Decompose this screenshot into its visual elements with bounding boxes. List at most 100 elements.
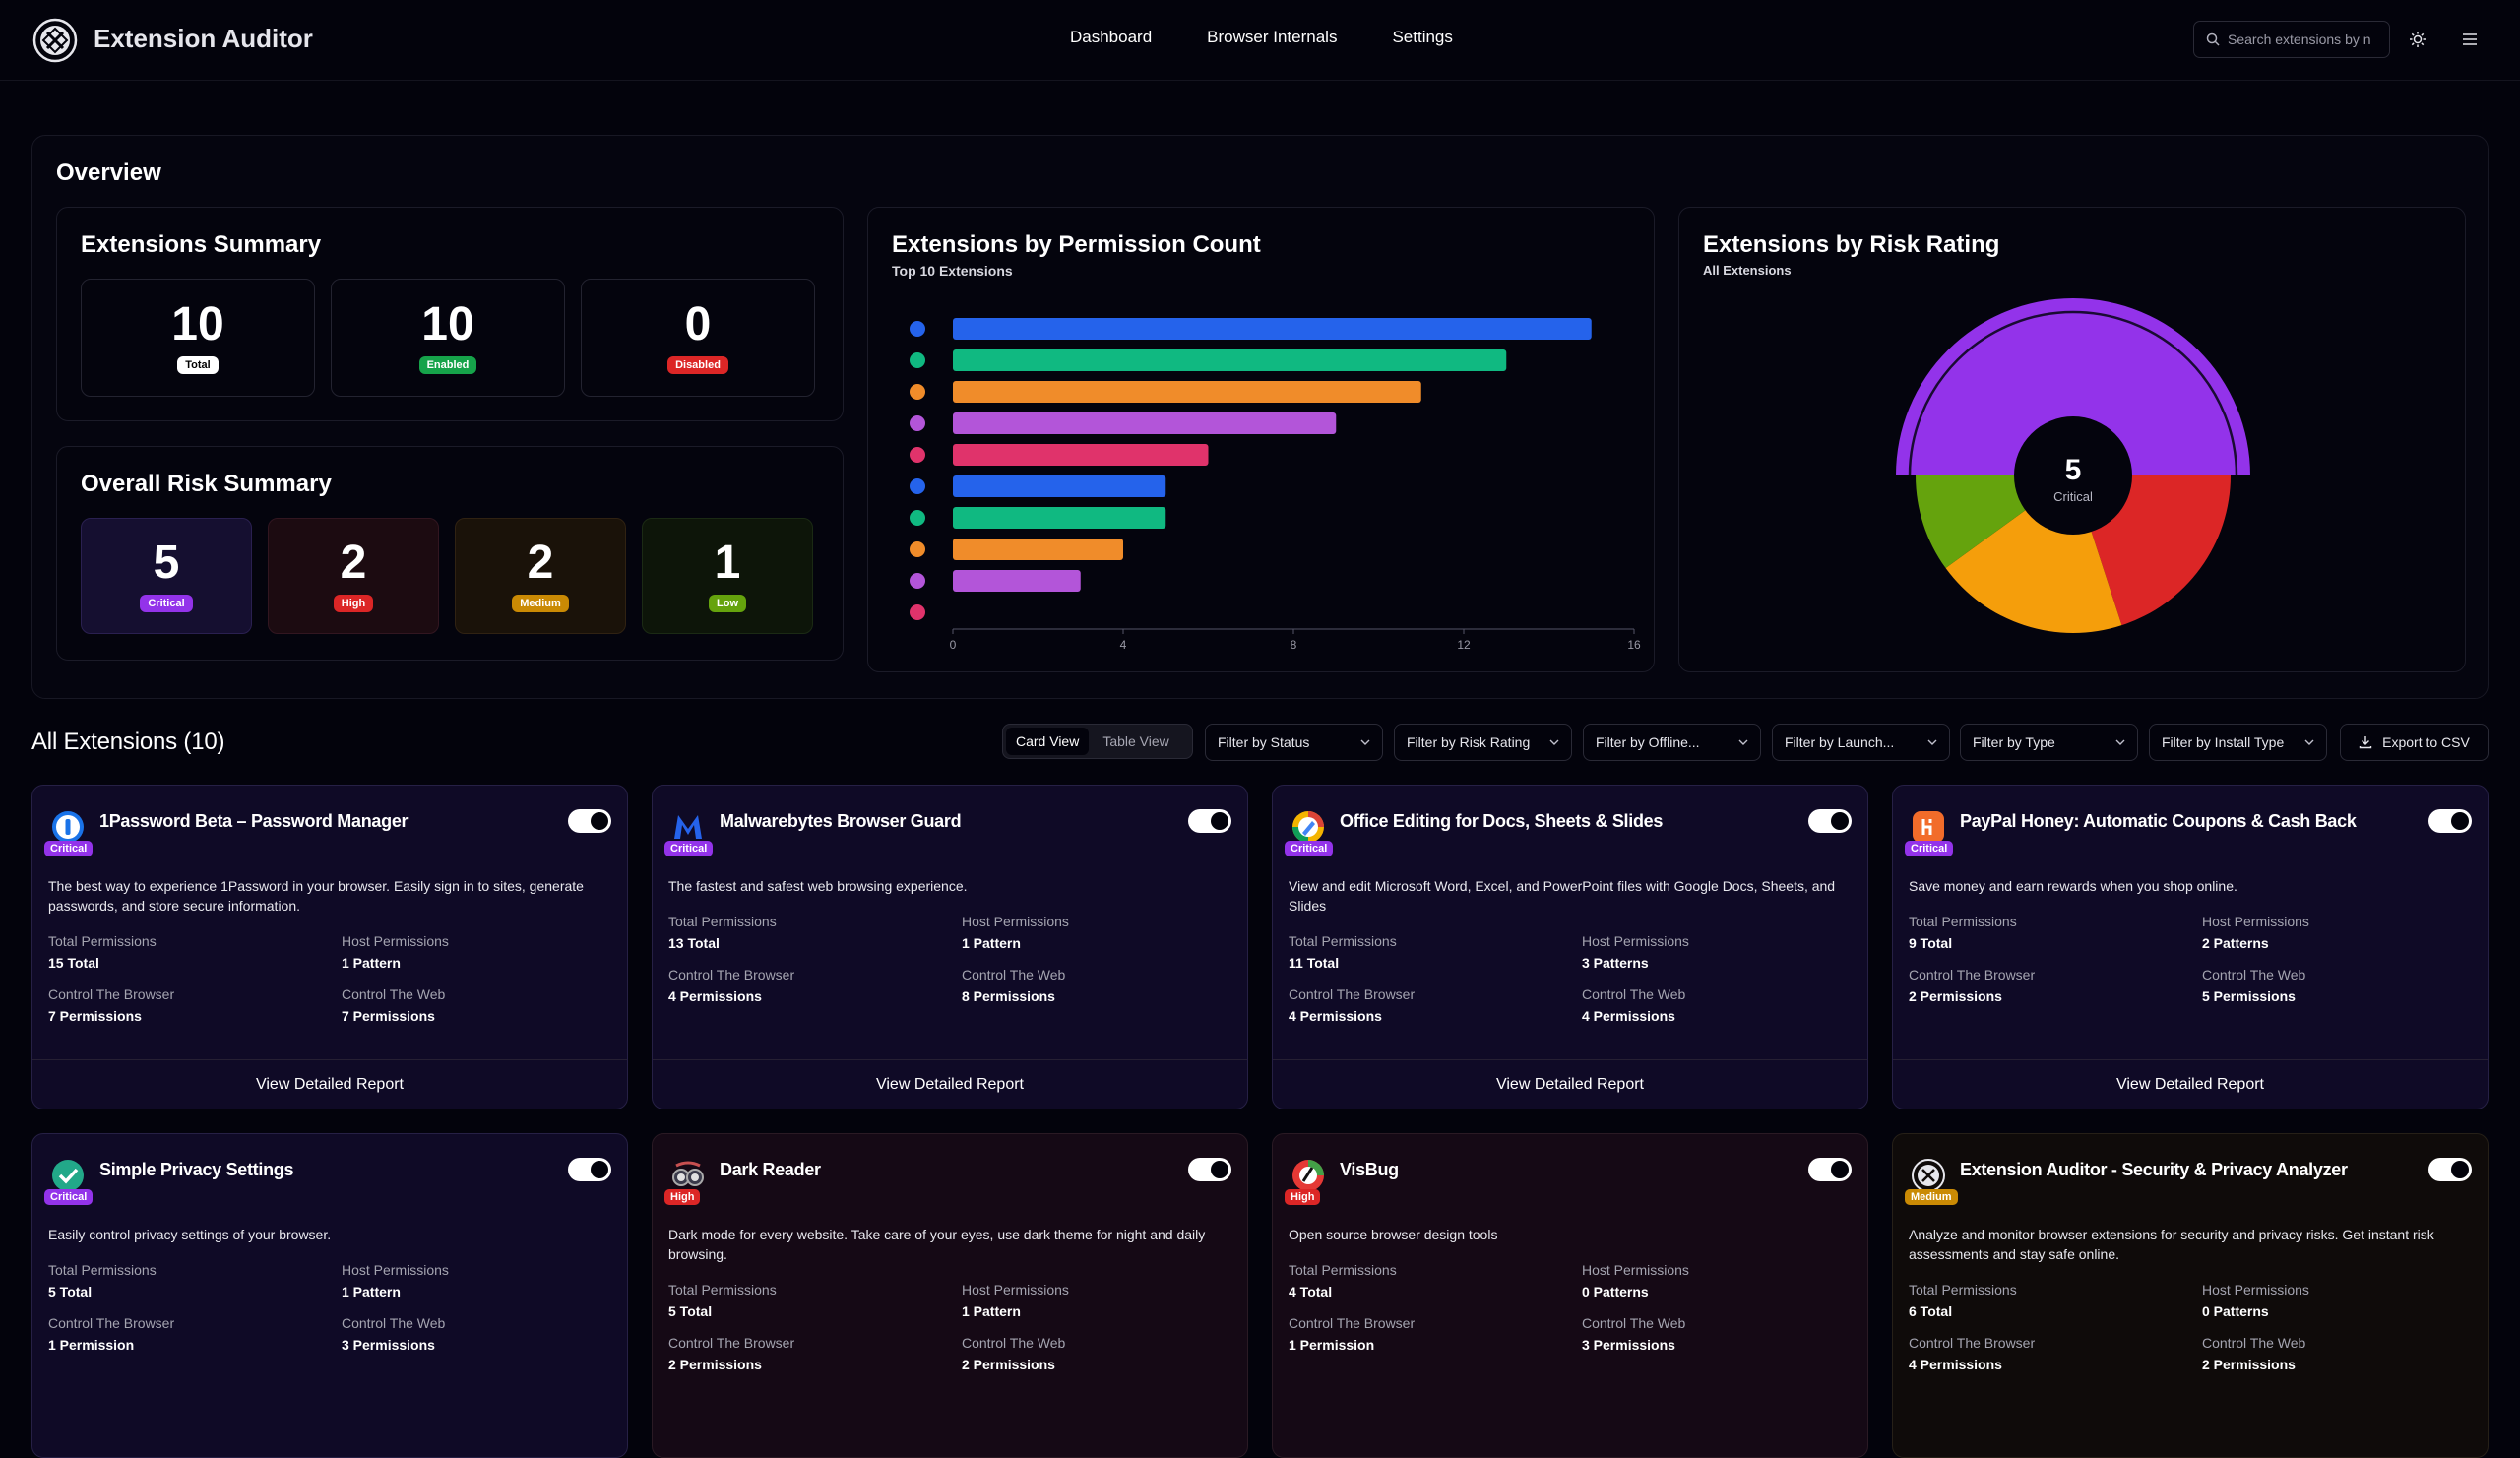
host-permissions-value: 1 Pattern — [342, 1284, 401, 1300]
pie-slice-critical[interactable] — [1896, 298, 2250, 475]
total-permissions-value: 4 Total — [1289, 1284, 1333, 1300]
permission-chart-title: Extensions by Permission Count — [892, 231, 1261, 258]
extension-name: Office Editing for Docs, Sheets & Slides — [1340, 811, 1664, 831]
control-browser-label: Control The Browser — [48, 986, 175, 1002]
total-permissions-value: 5 Total — [668, 1303, 713, 1319]
risk-pie-chart: 5 Critical — [1896, 298, 2250, 633]
nav-settings[interactable]: Settings — [1392, 28, 1453, 46]
filter-dropdown-5[interactable]: Filter by Type — [1960, 724, 2138, 761]
app-logo-icon[interactable] — [32, 18, 78, 63]
extension-name: Simple Privacy Settings — [99, 1160, 294, 1179]
card-view-tab[interactable]: Card View — [1006, 728, 1090, 755]
risk-low-value: 1 — [714, 537, 741, 589]
nav-browser-internals[interactable]: Browser Internals — [1207, 28, 1338, 46]
theme-toggle-sun-icon[interactable] — [2406, 28, 2429, 51]
extension-description: Analyze and monitor browser extensions f… — [1909, 1227, 2434, 1262]
view-report-button[interactable]: View Detailed Report — [1893, 1059, 2488, 1109]
risk-badge: High — [1285, 1189, 1321, 1205]
overview-title: Overview — [56, 159, 161, 186]
top-bar: Extension Auditor Dashboard Browser Inte… — [0, 0, 2520, 81]
host-permissions-value: 1 Pattern — [962, 1303, 1021, 1319]
x-tick-label: 0 — [950, 638, 957, 652]
control-browser-label: Control The Browser — [668, 967, 795, 983]
total-permissions-label: Total Permissions — [668, 914, 777, 929]
extension-name: PayPal Honey: Automatic Coupons & Cash B… — [1960, 811, 2357, 831]
host-permissions-label: Host Permissions — [342, 933, 449, 949]
menu-icon[interactable] — [2458, 28, 2482, 51]
table-view-tab[interactable]: Table View — [1102, 733, 1169, 749]
host-permissions-label: Host Permissions — [2202, 1282, 2309, 1298]
control-browser-label: Control The Browser — [1909, 1335, 2036, 1351]
bar-category-icon — [910, 321, 925, 337]
view-report-button[interactable]: View Detailed Report — [32, 1059, 627, 1109]
extension-enable-toggle[interactable] — [1188, 809, 1231, 833]
chevron-down-icon — [1360, 739, 1370, 745]
bar[interactable] — [953, 539, 1123, 560]
filter-dropdown-2[interactable]: Filter by Risk Rating — [1394, 724, 1572, 761]
export-csv-label: Export to CSV — [2382, 734, 2470, 750]
host-permissions-label: Host Permissions — [962, 1282, 1069, 1298]
filter-dropdown-6[interactable]: Filter by Install Type — [2149, 724, 2327, 761]
control-browser-label: Control The Browser — [1289, 986, 1416, 1002]
bar[interactable] — [953, 381, 1421, 403]
bar[interactable] — [953, 507, 1166, 529]
control-web-label: Control The Web — [342, 1315, 446, 1331]
bar[interactable] — [953, 349, 1507, 371]
nav-dashboard[interactable]: Dashboard — [1070, 28, 1153, 46]
control-web-label: Control The Web — [342, 986, 446, 1002]
extension-enable-toggle[interactable] — [2428, 1158, 2472, 1181]
risk-chart-title: Extensions by Risk Rating — [1703, 231, 2000, 258]
extension-enable-toggle[interactable] — [1808, 809, 1852, 833]
total-permissions-label: Total Permissions — [1909, 1282, 2017, 1298]
host-permissions-label: Host Permissions — [1582, 1262, 1689, 1278]
filter-dropdown-3[interactable]: Filter by Offline... — [1583, 724, 1761, 761]
risk-critical: 5 Critical — [81, 518, 252, 634]
bar[interactable] — [953, 570, 1081, 592]
total-permissions-label: Total Permissions — [48, 1262, 157, 1278]
total-permissions-label: Total Permissions — [48, 933, 157, 949]
view-report-button[interactable]: View Detailed Report — [1273, 1059, 1867, 1109]
export-csv-button[interactable]: Export to CSV — [2340, 724, 2488, 761]
filter-label: Filter by Offline... — [1596, 734, 1700, 750]
permission-bar-chart: 0 4 8 12 16 — [910, 318, 1641, 652]
control-browser-value: 4 Permissions — [1909, 1357, 2002, 1372]
bar[interactable] — [953, 475, 1166, 497]
search-box[interactable] — [2193, 21, 2390, 58]
view-toggle: Card View Table View — [1002, 724, 1193, 759]
bar-category-icon — [910, 415, 925, 431]
risk-badge: Critical — [44, 1189, 94, 1205]
extension-name: VisBug — [1340, 1160, 1399, 1179]
risk-badge: Critical — [1285, 841, 1334, 856]
stat-disabled-badge: Disabled — [667, 356, 728, 374]
control-browser-label: Control The Browser — [1289, 1315, 1416, 1331]
malwarebytes-icon — [670, 809, 706, 845]
extension-enable-toggle[interactable] — [1808, 1158, 1852, 1181]
total-permissions-value: 6 Total — [1909, 1303, 1953, 1319]
extension-enable-toggle[interactable] — [568, 809, 611, 833]
bar[interactable] — [953, 318, 1592, 340]
search-input[interactable] — [2228, 32, 2375, 47]
download-icon — [2359, 736, 2372, 749]
extension-enable-toggle[interactable] — [2428, 809, 2472, 833]
filter-dropdown-4[interactable]: Filter by Launch... — [1772, 724, 1950, 761]
control-web-value: 4 Permissions — [1582, 1008, 1675, 1024]
filter-label: Filter by Risk Rating — [1407, 734, 1531, 750]
extension-description: Dark mode for every website. Take care o… — [668, 1227, 1206, 1262]
control-browser-value: 7 Permissions — [48, 1008, 142, 1024]
view-report-button[interactable]: View Detailed Report — [653, 1059, 1247, 1109]
extension-enable-toggle[interactable] — [568, 1158, 611, 1181]
1password-icon — [50, 809, 86, 845]
risk-badge: Critical — [664, 841, 714, 856]
extensions-summary-panel: Extensions Summary 10 Total 10 Enabled 0… — [56, 207, 844, 421]
extension-description: The best way to experience 1Password in … — [48, 878, 584, 914]
total-permissions-label: Total Permissions — [1289, 933, 1397, 949]
bar[interactable] — [953, 412, 1337, 434]
bar[interactable] — [953, 444, 1209, 466]
host-permissions-label: Host Permissions — [342, 1262, 449, 1278]
filter-dropdown-1[interactable]: Filter by Status — [1205, 724, 1383, 761]
x-tick-label: 16 — [1627, 638, 1641, 652]
extension-enable-toggle[interactable] — [1188, 1158, 1231, 1181]
stat-total: 10 Total — [81, 279, 315, 397]
risk-low-badge: Low — [709, 595, 746, 612]
extension-description: Easily control privacy settings of your … — [48, 1227, 332, 1242]
